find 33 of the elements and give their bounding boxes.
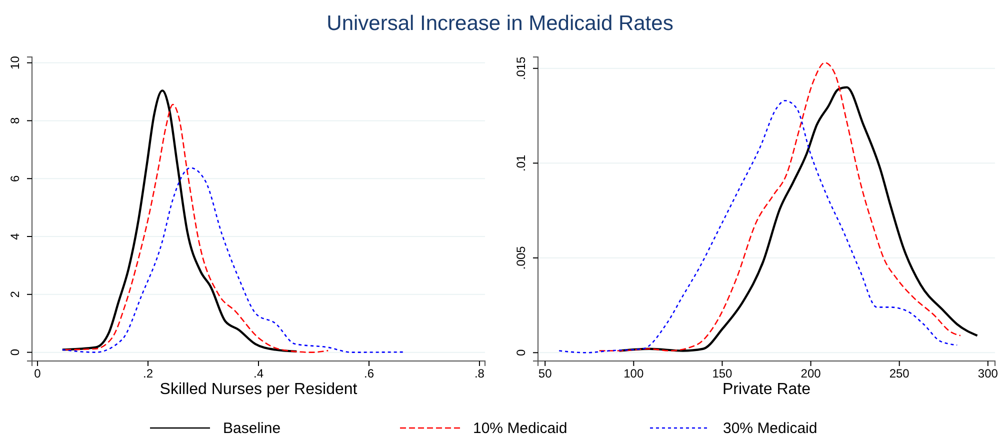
x-tick-label: 0 bbox=[34, 366, 42, 381]
line-series bbox=[61, 89, 298, 353]
y-tick-label: .01 bbox=[514, 154, 528, 172]
legend-label: Baseline bbox=[223, 420, 281, 437]
x-tick-label: 100 bbox=[624, 366, 644, 381]
y-tick-label: 0 bbox=[8, 348, 22, 356]
x-axis-title: Skilled Nurses per Resident bbox=[160, 381, 358, 398]
line-series bbox=[598, 62, 962, 352]
x-tick-label: 50 bbox=[538, 366, 552, 381]
y-tick-label: 6 bbox=[8, 174, 22, 182]
x-tick-label: 150 bbox=[712, 366, 733, 381]
line-series bbox=[62, 167, 406, 353]
y-tick-label: .015 bbox=[514, 56, 528, 80]
x-axis-title: Private Rate bbox=[722, 381, 811, 398]
x-tick-label: 200 bbox=[800, 366, 822, 381]
y-tick-label: 8 bbox=[8, 117, 22, 124]
x-tick-label: .4 bbox=[253, 366, 264, 381]
y-tick-label: .005 bbox=[514, 246, 528, 270]
x-tick-label: 300 bbox=[978, 366, 998, 381]
x-tick-label: .2 bbox=[143, 366, 154, 381]
line-series bbox=[618, 86, 978, 352]
y-tick-label: 0 bbox=[514, 349, 528, 356]
chart-title: Universal Increase in Medicaid Rates bbox=[326, 12, 674, 35]
x-tick-label: .8 bbox=[474, 366, 485, 381]
y-tick-label: 2 bbox=[8, 290, 22, 298]
legend-label: 30% Medicaid bbox=[723, 420, 818, 437]
line-series bbox=[558, 100, 958, 354]
y-tick-label: 10 bbox=[8, 56, 22, 70]
x-tick-label: .6 bbox=[364, 366, 374, 381]
x-tick-label: 250 bbox=[889, 366, 910, 381]
y-tick-label: 4 bbox=[8, 232, 22, 240]
line-series bbox=[64, 104, 329, 353]
legend-label: 10% Medicaid bbox=[473, 420, 568, 437]
